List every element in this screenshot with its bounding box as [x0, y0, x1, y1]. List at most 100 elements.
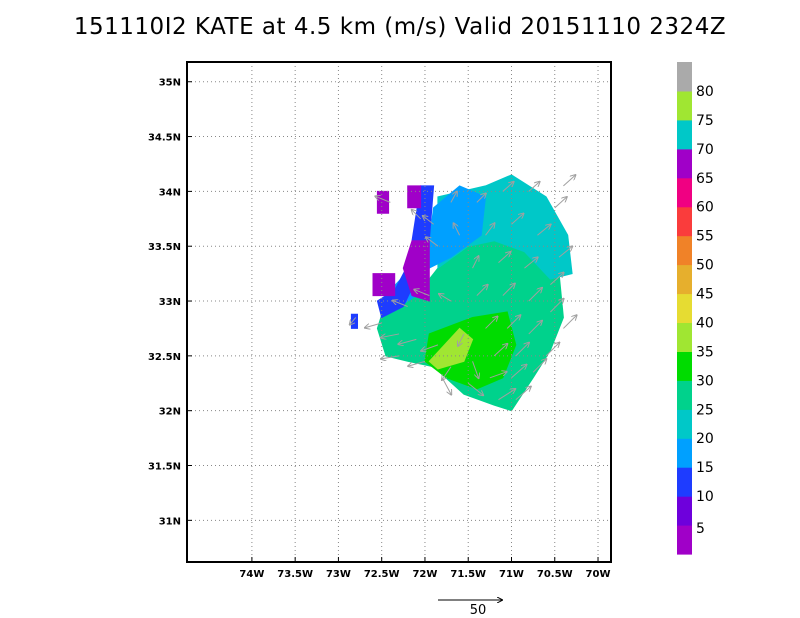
colorbar-swatch [677, 322, 692, 352]
y-tick-label: 33.5N [148, 242, 181, 253]
wind-vector [528, 321, 542, 335]
x-tick-label: 72.5W [364, 569, 400, 580]
y-tick-label: 33N [159, 297, 181, 308]
wind-vector [550, 273, 563, 285]
wind-vector [545, 343, 559, 357]
speed-region-5 [376, 190, 390, 214]
wind-vector [511, 213, 523, 225]
x-tick-label: 74W [239, 569, 264, 580]
wind-vector [563, 175, 575, 187]
wind-vector [476, 193, 486, 203]
colorbar-label: 60 [696, 200, 714, 216]
colorbar-swatch [677, 293, 692, 323]
x-tick-label: 72W [412, 569, 437, 580]
wind-vector [472, 256, 479, 269]
wind-vector [441, 377, 451, 395]
wind-vector [528, 288, 542, 302]
colorbar-label: 35 [696, 344, 714, 360]
wind-vector [393, 301, 408, 307]
x-tick-label: 70W [586, 569, 611, 580]
wind-vector [558, 246, 572, 258]
y-tick-label: 35N [159, 78, 181, 89]
wind-vector [467, 382, 483, 395]
wind-vector [439, 294, 452, 302]
wind-vector [550, 299, 563, 313]
colorbar-label: 40 [696, 316, 714, 332]
wind-vector [375, 196, 391, 203]
colorbar-label: 45 [696, 287, 714, 303]
wind-vector [532, 359, 546, 373]
wind-vector [498, 389, 516, 401]
wind-vectors [350, 175, 577, 401]
wind-vector [365, 322, 382, 328]
wind-vector [528, 182, 540, 192]
x-tick-label: 73W [326, 569, 351, 580]
x-tick-label: 71W [499, 569, 524, 580]
colorbar-label: 25 [696, 402, 714, 418]
colorbar-label: 50 [696, 258, 714, 274]
speed-region-5 [407, 185, 422, 209]
wind-vector [511, 365, 526, 379]
wind-vector [412, 210, 421, 220]
colorbar-swatch [677, 206, 692, 237]
colorbar-swatch [677, 525, 692, 555]
longitude-tick-labels: 74W 73.5W 73W 72.5W 72W 71.5W 71W 70.5W 70W [239, 557, 610, 580]
wind-vector [381, 333, 400, 338]
colorbar-label: 30 [696, 373, 714, 389]
wind-vector [414, 290, 430, 297]
colorbar-label: 55 [696, 229, 714, 245]
latitude-tick-labels: 31N 31.5N 32N 32.5N 33N 33.5N 34N 34.5N 35N [148, 78, 192, 527]
colorbar-swatch [677, 438, 692, 468]
wind-vector [563, 315, 576, 329]
wind-vector [524, 257, 537, 269]
x-tick-label: 70.5W [537, 569, 573, 580]
wind-vector [485, 316, 498, 329]
wind-vector [489, 372, 507, 379]
wind-vector [515, 343, 529, 357]
colorbar-swatch [677, 264, 692, 295]
wind-vector [381, 356, 400, 359]
colorbar-swatch [677, 148, 692, 179]
wind-vector [421, 344, 439, 351]
wind-vector [442, 366, 452, 380]
y-tick-label: 31N [159, 516, 181, 527]
y-tick-label: 34N [159, 187, 181, 198]
y-tick-label: 34.5N [148, 133, 181, 144]
y-tick-label: 32.5N [148, 352, 181, 363]
y-tick-label: 31.5N [148, 462, 181, 473]
colorbar-label: 20 [696, 431, 714, 447]
reference-vector: 50 [438, 600, 502, 618]
colorbar: 5 10 15 20 25 30 35 40 45 50 55 60 65 70 75 80 [677, 62, 714, 555]
colorbar-swatch [677, 177, 692, 208]
reference-vector-label: 50 [470, 603, 487, 618]
colorbar-swatch [677, 409, 692, 439]
colorbar-label: 80 [696, 84, 714, 100]
colorbar-label: 10 [696, 489, 714, 505]
colorbar-label: 65 [696, 171, 714, 187]
wind-vector [515, 387, 531, 401]
wind-speed-field [350, 174, 573, 412]
x-tick-label: 73.5W [277, 569, 313, 580]
colorbar-swatch [677, 496, 692, 526]
wind-vector [493, 344, 507, 357]
wind-vector [398, 338, 417, 344]
map-title: 151110I2 KATE at 4.5 km (m/s) Valid 2015… [73, 14, 727, 40]
wind-vector [350, 317, 357, 324]
wind-vector [485, 223, 495, 236]
wind-vector [502, 284, 515, 296]
lat-lon-grid [187, 62, 611, 562]
colorbar-label: 15 [696, 460, 714, 476]
plot-frame [186, 61, 612, 563]
colorbar-swatch [677, 467, 692, 497]
colorbar-swatch [677, 90, 692, 121]
wind-vector [408, 360, 426, 366]
colorbar-label: 70 [696, 142, 714, 158]
colorbar-swatch [677, 235, 692, 266]
wind-vector [472, 361, 479, 378]
y-tick-label: 32N [159, 407, 181, 418]
colorbar-swatch [677, 351, 692, 381]
colorbar-swatch [677, 380, 692, 410]
wind-vector [506, 315, 520, 329]
speed-region-30 [424, 311, 517, 390]
speed-region-5 [372, 273, 396, 297]
